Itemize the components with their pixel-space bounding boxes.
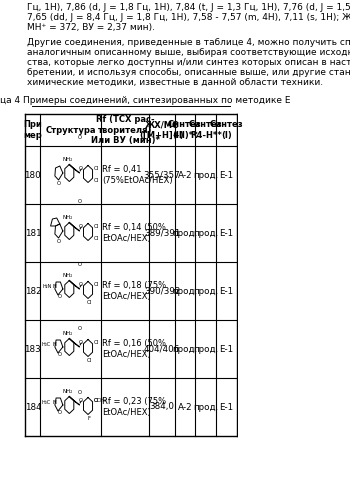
Text: N: N: [52, 341, 56, 346]
Text: Гц, 1H), 7,86 (d, J = 1,8 Гц, 1H), 7,84 (t, J = 1,3 Гц, 1H), 7,76 (d, J = 1,5 Гц: Гц, 1H), 7,86 (d, J = 1,8 Гц, 1H), 7,84 …: [27, 3, 350, 12]
Text: O: O: [79, 339, 83, 344]
Text: МН⁺ = 372, ВУ = 2,37 мин).: МН⁺ = 372, ВУ = 2,37 мин).: [27, 23, 155, 32]
Text: 180: 180: [25, 171, 41, 180]
Text: Е-1: Е-1: [219, 344, 234, 353]
Text: Rf = 0,18 (75%
EtOAc/HEX): Rf = 0,18 (75% EtOAc/HEX): [102, 281, 166, 301]
Text: Rf = 0,41
(75%EtOAc/HEX): Rf = 0,41 (75%EtOAc/HEX): [102, 165, 173, 185]
Text: O: O: [57, 239, 61, 244]
Text: O: O: [78, 262, 82, 267]
Text: Cl: Cl: [94, 398, 99, 403]
Text: бретении, и используя способы, описанные выше, или другие стандартные: бретении, и используя способы, описанные…: [27, 68, 350, 77]
Text: При
мер: При мер: [23, 120, 42, 140]
Text: Rf = 0,16 (50%
EtOAc/HEX): Rf = 0,16 (50% EtOAc/HEX): [102, 339, 166, 359]
Text: H₂N: H₂N: [42, 283, 52, 288]
Text: O: O: [78, 199, 82, 204]
Text: O: O: [57, 181, 61, 186]
Text: прод.: прод.: [193, 286, 218, 295]
Text: прод.: прод.: [172, 286, 197, 295]
Text: аналогичным описанному выше, выбирая соответствующие исходные веще-: аналогичным описанному выше, выбирая соо…: [27, 48, 350, 57]
Text: O: O: [79, 166, 83, 171]
Text: ЖХ/МС
([M+H]+): ЖХ/МС ([M+H]+): [140, 120, 184, 140]
Text: 404/406: 404/406: [144, 344, 180, 353]
Text: Синтез
R4-H**: Синтез R4-H**: [189, 120, 223, 140]
Text: Другие соединения, приведенные в таблице 4, можно получить способом,: Другие соединения, приведенные в таблице…: [27, 38, 350, 47]
Text: O: O: [78, 326, 82, 331]
Text: 184: 184: [25, 403, 41, 412]
Text: Таблица 4 Примеры соединений, синтезированных по методике Е: Таблица 4 Примеры соединений, синтезиров…: [0, 96, 290, 105]
Text: H₃C: H₃C: [41, 341, 51, 346]
Text: Е-1: Е-1: [219, 286, 234, 295]
Text: Синтез
(III)**: Синтез (III)**: [168, 120, 202, 140]
Text: 384,0: 384,0: [149, 403, 175, 412]
Text: Синтез
(I): Синтез (I): [210, 120, 243, 140]
Text: Rf = 0,14 (50%
EtOAc/HEX): Rf = 0,14 (50% EtOAc/HEX): [102, 223, 166, 243]
Text: F: F: [88, 416, 91, 421]
Text: Cl: Cl: [87, 357, 92, 362]
Text: O: O: [58, 294, 62, 299]
Text: O: O: [58, 352, 62, 357]
Text: O: O: [79, 398, 83, 403]
Text: А-2: А-2: [177, 403, 192, 412]
Text: Cl: Cl: [94, 166, 99, 171]
Text: NH₂: NH₂: [63, 273, 73, 278]
Text: OCH₃: OCH₃: [94, 398, 107, 403]
Text: Е-1: Е-1: [219, 403, 234, 412]
Text: ства, которые легко доступны и/или синтез которых описан в настоящем изо-: ства, которые легко доступны и/или синте…: [27, 58, 350, 67]
Text: прод.: прод.: [193, 171, 218, 180]
Text: 7,65 (dd, J = 8,4 Гц, J = 1,8 Гц, 1H), 7,58 - 7,57 (m, 4H), 7,11 (s, 1H); ЖХ-МС : 7,65 (dd, J = 8,4 Гц, J = 1,8 Гц, 1H), 7…: [27, 13, 350, 22]
Text: Cl: Cl: [94, 339, 99, 344]
Text: H₃C: H₃C: [41, 400, 51, 405]
Text: 389/391: 389/391: [144, 229, 180, 238]
Text: Rf = 0,23 (75%
EtOAc/HEX): Rf = 0,23 (75% EtOAc/HEX): [102, 397, 166, 417]
Text: 182: 182: [25, 286, 41, 295]
Text: O: O: [79, 281, 83, 286]
Text: прод.: прод.: [172, 344, 197, 353]
Text: прод.: прод.: [193, 229, 218, 238]
Text: NH₂: NH₂: [63, 157, 73, 162]
Text: O: O: [78, 390, 82, 395]
Text: NH₂: NH₂: [63, 389, 73, 394]
Text: прод.: прод.: [172, 229, 197, 238]
Text: Е-1: Е-1: [219, 229, 234, 238]
Text: 181: 181: [25, 229, 41, 238]
Text: Cl: Cl: [94, 224, 99, 229]
Text: NH₂: NH₂: [63, 215, 73, 220]
Text: Cl: Cl: [87, 299, 92, 304]
Text: NH₂: NH₂: [63, 331, 73, 336]
Text: Структура: Структура: [45, 126, 96, 135]
Text: Cl: Cl: [94, 236, 99, 241]
Text: N: N: [52, 400, 56, 405]
Text: N: N: [52, 283, 56, 288]
Text: Е-1: Е-1: [219, 171, 234, 180]
Text: O: O: [79, 224, 83, 229]
Text: Cl: Cl: [94, 178, 99, 183]
Text: прод.: прод.: [193, 344, 218, 353]
Text: O: O: [78, 135, 82, 140]
Text: А-2: А-2: [177, 171, 192, 180]
Text: Rf (ТСХ рас-
творителя)
Или ВУ (мин)*: Rf (ТСХ рас- творителя) Или ВУ (мин)*: [91, 115, 160, 145]
Text: Cl: Cl: [94, 281, 99, 286]
Text: O: O: [58, 411, 62, 416]
Text: прод.: прод.: [193, 403, 218, 412]
Text: химические методики, известные в данной области техники.: химические методики, известные в данной …: [27, 78, 323, 87]
Text: 355/357: 355/357: [144, 171, 180, 180]
Text: 390/392: 390/392: [144, 286, 180, 295]
Text: 183: 183: [25, 344, 41, 353]
